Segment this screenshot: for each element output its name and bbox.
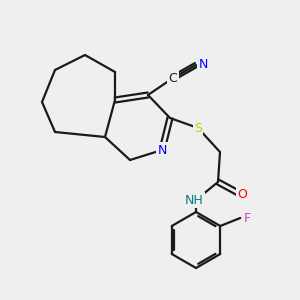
Text: F: F [244, 212, 251, 224]
Text: NH: NH [184, 194, 203, 206]
Text: N: N [157, 143, 167, 157]
Text: S: S [194, 122, 202, 134]
Text: N: N [198, 58, 208, 71]
Text: C: C [169, 71, 177, 85]
Text: O: O [237, 188, 247, 202]
